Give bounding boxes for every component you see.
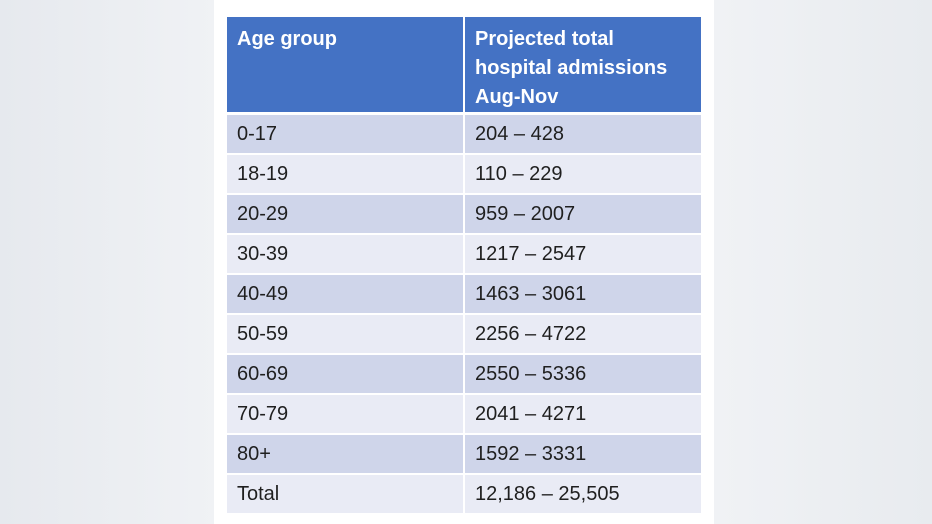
age-group-cell: 20-29 xyxy=(227,194,465,235)
admissions-range-cell: 1463 – 3061 xyxy=(464,274,701,315)
admissions-range-cell: 2041 – 4271 xyxy=(464,394,701,435)
admissions-range-cell: 959 – 2007 xyxy=(464,194,701,235)
age-group-cell: 30-39 xyxy=(227,234,465,275)
age-group-cell: 70-79 xyxy=(227,394,465,435)
table-row: 30-39 1217 – 2547 xyxy=(227,234,701,275)
blurred-backdrop-right xyxy=(714,0,932,524)
table-row: 18-19 110 – 229 xyxy=(227,154,701,195)
admissions-range-cell: 110 – 229 xyxy=(464,154,701,195)
age-group-cell: 0-17 xyxy=(227,113,465,155)
header-projection: Projected total hospital admissions Aug-… xyxy=(464,17,701,115)
table-row: 60-69 2550 – 5336 xyxy=(227,354,701,395)
blurred-backdrop-left xyxy=(0,0,220,524)
table-row: 20-29 959 – 2007 xyxy=(227,194,701,235)
admissions-range-cell: 204 – 428 xyxy=(464,113,701,155)
admissions-range-cell: 12,186 – 25,505 xyxy=(464,474,701,515)
age-group-cell: Total xyxy=(227,474,465,515)
age-group-cell: 40-49 xyxy=(227,274,465,315)
table-row: 50-59 2256 – 4722 xyxy=(227,314,701,355)
age-group-cell: 18-19 xyxy=(227,154,465,195)
table-row: 40-49 1463 – 3061 xyxy=(227,274,701,315)
age-group-cell: 50-59 xyxy=(227,314,465,355)
admissions-range-cell: 2550 – 5336 xyxy=(464,354,701,395)
table-row: 70-79 2041 – 4271 xyxy=(227,394,701,435)
admissions-range-cell: 1592 – 3331 xyxy=(464,434,701,475)
table-total-row: Total 12,186 – 25,505 xyxy=(227,474,701,515)
header-age-group: Age group xyxy=(227,17,465,115)
hospital-admissions-table: Age group Projected total hospital admis… xyxy=(227,17,701,515)
age-group-cell: 80+ xyxy=(227,434,465,475)
table-row: 0-17 204 – 428 xyxy=(227,113,701,155)
admissions-range-cell: 2256 – 4722 xyxy=(464,314,701,355)
table-row: 80+ 1592 – 3331 xyxy=(227,434,701,475)
admissions-range-cell: 1217 – 2547 xyxy=(464,234,701,275)
age-group-cell: 60-69 xyxy=(227,354,465,395)
table-header-row: Age group Projected total hospital admis… xyxy=(227,17,701,115)
